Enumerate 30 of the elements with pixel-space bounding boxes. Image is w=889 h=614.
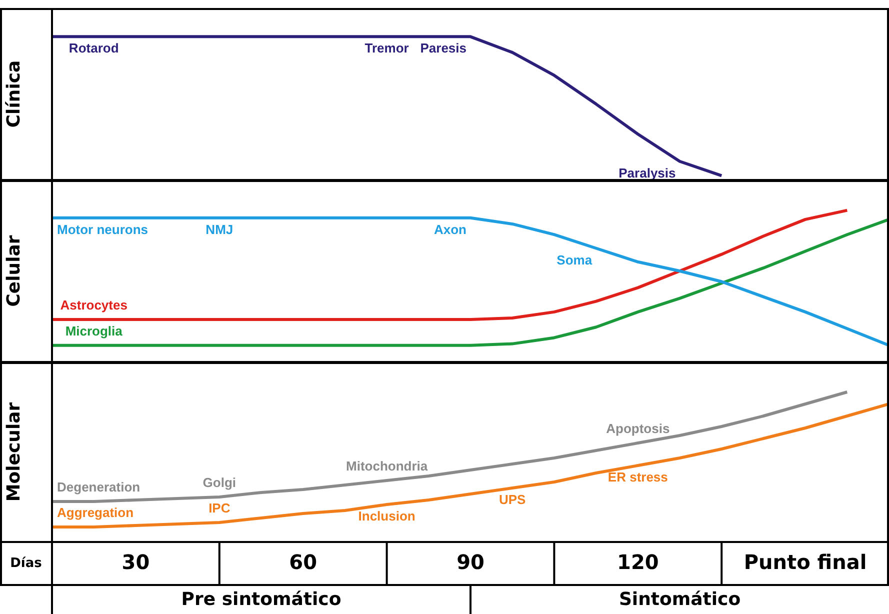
x-tick-label: Punto final	[744, 550, 867, 574]
annotation: Golgi	[202, 475, 236, 490]
x-tick-label: 90	[456, 550, 484, 574]
x-tick-label: 60	[289, 550, 318, 574]
y-axis-title: Molecular	[3, 402, 24, 502]
x-tick-label: 120	[617, 550, 659, 574]
y-axis-title: Celular	[3, 235, 24, 307]
x-tick-label: 30	[122, 550, 150, 574]
annotation: Soma	[556, 252, 593, 268]
annotation: NMJ	[206, 222, 234, 237]
annotation: Paralysis	[618, 165, 676, 180]
annotation: Degeneration	[56, 480, 140, 495]
text: Sintomático	[618, 589, 741, 610]
text: Pre sintomático	[181, 589, 342, 610]
annotation: IPC	[208, 500, 231, 516]
annotation: ER stress	[608, 470, 668, 485]
y-axis-title: Clínica	[3, 60, 24, 128]
annotation: Paresis	[420, 40, 466, 56]
annotation: Rotarod	[68, 40, 119, 56]
annotation: Tremor	[364, 40, 409, 56]
annotation: Axon	[434, 222, 467, 237]
annotation: Microglia	[65, 323, 124, 338]
annotation: Astrocytes	[60, 298, 128, 313]
annotation: Mitochondria	[346, 458, 428, 474]
annotation: UPS	[498, 492, 526, 508]
annotation: Inclusion	[358, 508, 416, 524]
annotation: Motor neurons	[56, 222, 148, 237]
annotation: Apoptosis	[606, 421, 670, 436]
annotation: Aggregation	[56, 505, 134, 520]
x-axis-title: Días	[10, 556, 42, 571]
